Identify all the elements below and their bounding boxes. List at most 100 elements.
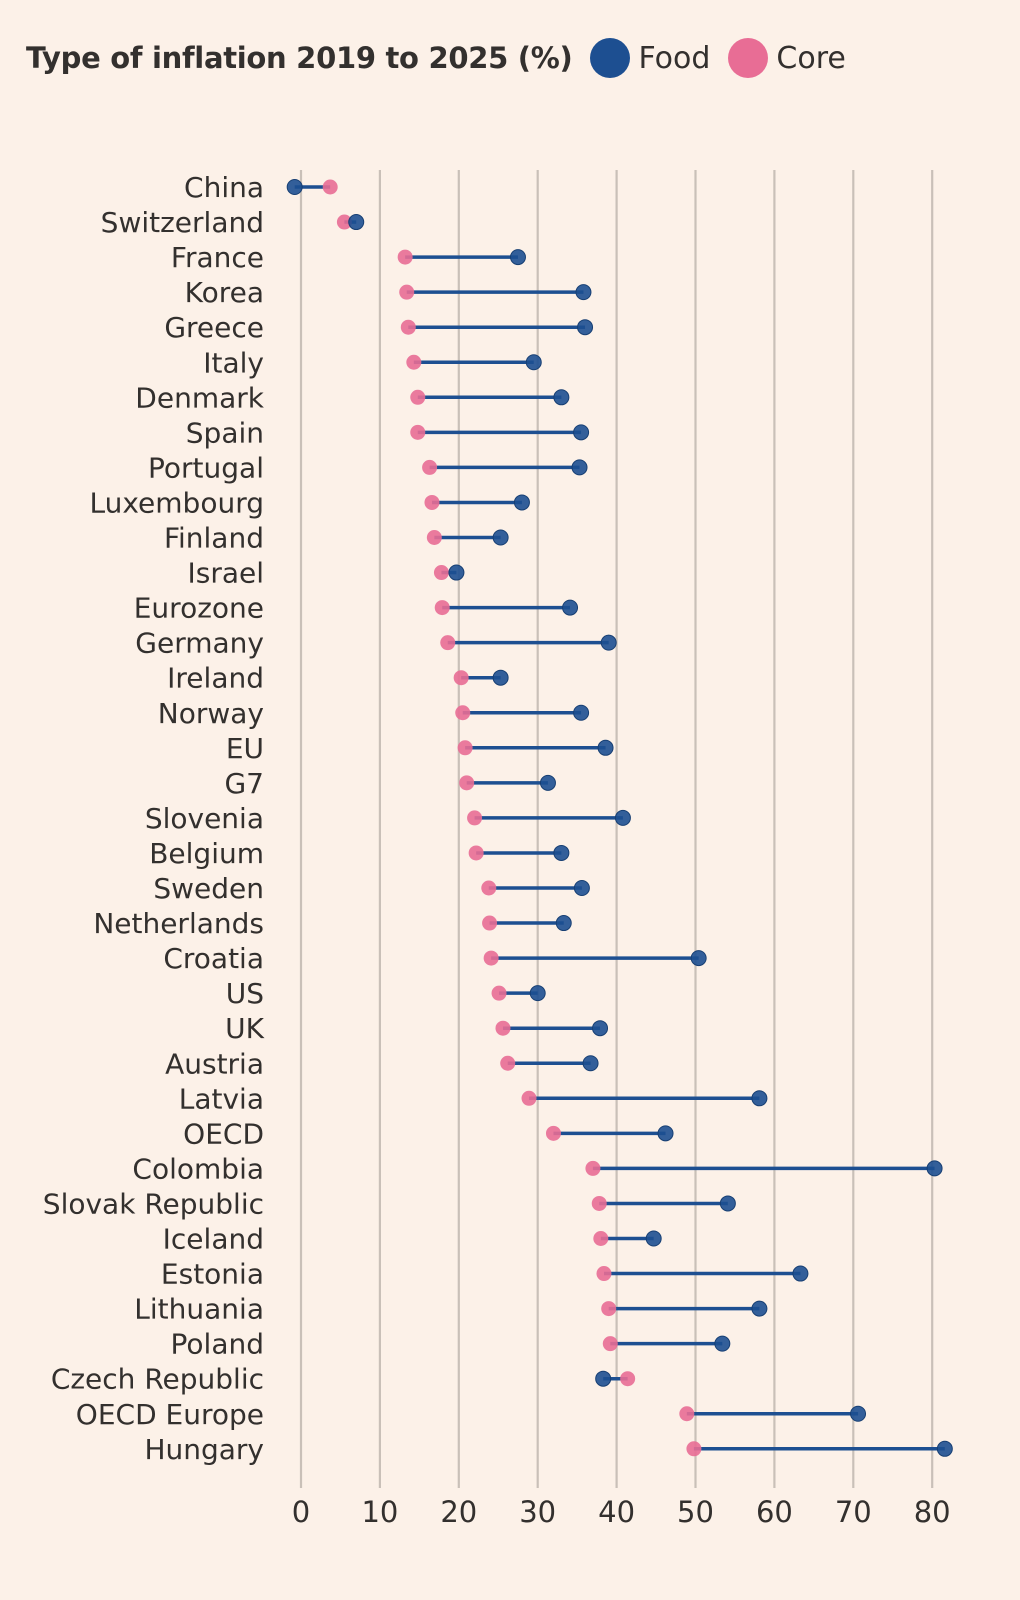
x-tick-label: 70 [835,1495,872,1529]
food-point [595,1370,612,1387]
core-point [399,284,415,300]
food-point [751,1090,768,1107]
food-point [592,1020,609,1037]
row-sweden: Sweden [153,872,590,905]
row-uk: UK [225,1012,609,1045]
core-point [491,985,507,1001]
x-tick-label: 60 [756,1495,793,1529]
food-point [555,915,572,932]
row-croatia: Croatia [163,942,707,975]
category-label: UK [225,1012,264,1045]
core-point [482,915,498,931]
row-poland: Poland [171,1328,731,1361]
food-point [582,1055,599,1072]
core-point [468,845,484,861]
plot-rows: ChinaSwitzerlandFranceKoreaGreeceItalyDe… [43,171,953,1466]
core-point [422,459,438,475]
category-label: China [184,171,264,204]
legend-item-core: Core [728,38,846,78]
row-czech-republic: Czech Republic [51,1363,636,1396]
category-label: Slovenia [145,802,264,835]
row-denmark: Denmark [135,381,570,414]
category-label: OECD Europe [76,1398,264,1431]
food-point [645,1230,662,1247]
food-point [553,389,570,406]
x-axis: 0 10 20 30 40 50 60 70 80 [292,1495,951,1529]
food-point [657,1125,674,1142]
x-tick-label: 30 [519,1495,556,1529]
food-point [448,564,465,581]
row-greece: Greece [164,311,594,344]
legend-item-food: Food [590,38,710,78]
core-point [596,1266,612,1282]
row-hungary: Hungary [144,1433,953,1466]
row-eurozone: Eurozone [134,592,579,625]
category-label: US [226,977,264,1010]
x-tick-label: 50 [677,1495,714,1529]
food-point [571,459,588,476]
food-point [597,739,614,756]
food-point [792,1265,809,1282]
category-label: Ireland [167,662,264,695]
category-label: Belgium [149,837,264,870]
row-belgium: Belgium [149,837,570,870]
core-point [686,1441,702,1457]
row-germany: Germany [135,627,617,660]
category-label: Austria [165,1047,264,1080]
food-point [575,284,592,301]
food-point [562,599,579,616]
x-tick-label: 20 [440,1495,477,1529]
row-latvia: Latvia [179,1082,768,1115]
core-point [424,494,440,510]
row-italy: Italy [203,346,542,379]
food-point [513,494,530,511]
x-tick-label: 80 [914,1495,951,1529]
category-label: Eurozone [134,592,264,625]
category-label: France [171,241,264,274]
core-point [602,1336,618,1352]
category-label: G7 [224,767,264,800]
core-point [426,530,442,545]
category-label: Germany [135,627,264,660]
core-point [397,249,413,265]
food-point [751,1300,768,1317]
row-g7: G7 [224,767,556,800]
row-slovenia: Slovenia [145,802,631,835]
category-label: Latvia [179,1082,264,1115]
food-point [509,249,526,266]
food-point [600,634,617,651]
food-point [492,529,509,546]
row-spain: Spain [186,416,590,449]
core-point [400,319,416,335]
food-point [926,1160,943,1177]
core-point [457,740,473,756]
legend-label-food: Food [638,40,711,76]
core-point [440,635,456,651]
core-point [483,950,499,966]
row-china: China [184,171,338,204]
row-oecd: OECD [183,1117,674,1150]
core-point [593,1231,609,1246]
row-netherlands: Netherlands [93,907,572,940]
core-point [406,354,422,370]
food-point [529,985,546,1002]
core-point [433,565,449,581]
core-point [591,1195,607,1211]
chart-title: Type of inflation 2019 to 2025 (%) [26,41,573,75]
category-label: Czech Republic [51,1363,264,1396]
core-point [620,1371,636,1387]
category-label: Korea [185,276,264,309]
category-label: Denmark [135,381,264,414]
row-oecd-europe: OECD Europe [76,1398,867,1431]
row-austria: Austria [165,1047,599,1080]
core-point [500,1055,516,1071]
category-label: Switzerland [101,206,264,239]
legend-swatch-core [728,38,769,78]
food-point [690,950,707,967]
x-tick-label: 0 [292,1495,310,1529]
row-iceland: Iceland [163,1223,662,1256]
core-point [410,389,426,405]
food-point [614,809,631,826]
chart-header: Type of inflation 2019 to 2025 (%) Food … [26,36,846,80]
category-label: Iceland [163,1223,264,1256]
